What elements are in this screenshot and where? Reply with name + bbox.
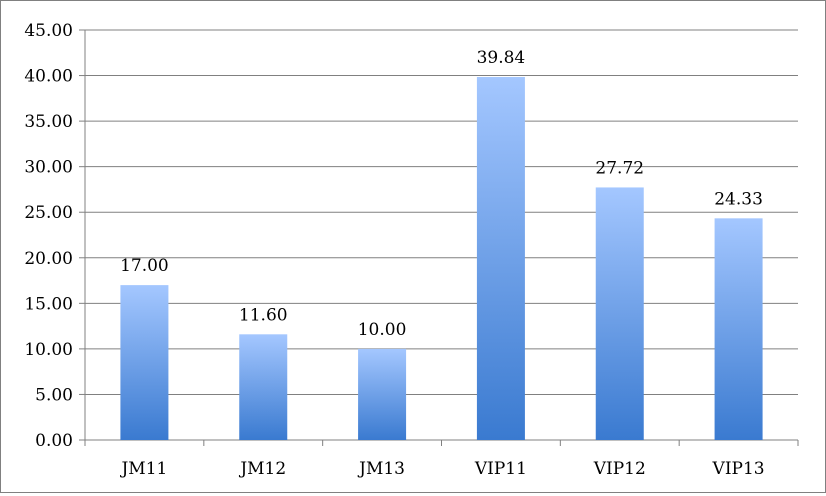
x-tick-label-vip13: VIP13 bbox=[712, 459, 765, 479]
y-tick-label: 20.00 bbox=[24, 249, 73, 269]
data-label-vip11: 39.84 bbox=[477, 48, 526, 68]
axes bbox=[79, 29, 799, 446]
y-tick-label: 5.00 bbox=[35, 385, 73, 405]
x-tick-label-jm13: JM13 bbox=[357, 459, 405, 479]
y-axis-tick-labels: 0.00 5.00 10.00 15.00 20.00 25.00 30.00 35.00 40… bbox=[24, 21, 73, 451]
y-tick-label: 35.00 bbox=[24, 112, 73, 132]
y-tick-label: 10.00 bbox=[24, 340, 73, 360]
bars bbox=[120, 77, 763, 440]
gridlines bbox=[85, 29, 798, 395]
x-tick-label-vip12: VIP12 bbox=[593, 459, 646, 479]
x-tick-label-jm12: JM12 bbox=[238, 459, 286, 479]
bar-jm13 bbox=[358, 348, 407, 440]
data-labels: 17.00 11.60 10.00 39.84 27.72 24.33 bbox=[120, 48, 763, 340]
data-label-jm11: 17.00 bbox=[120, 256, 169, 276]
data-label-jm13: 10.00 bbox=[358, 320, 407, 340]
y-tick-label: 40.00 bbox=[24, 67, 73, 87]
x-axis-tick-labels: JM11 JM12 JM13 VIP11 VIP12 VIP13 bbox=[119, 459, 764, 479]
y-tick-label: 0.00 bbox=[35, 431, 73, 451]
x-tick-label-jm11: JM11 bbox=[119, 459, 167, 479]
data-label-vip12: 27.72 bbox=[595, 158, 644, 178]
y-tick-label: 15.00 bbox=[24, 294, 73, 314]
data-label-vip13: 24.33 bbox=[714, 189, 763, 209]
x-tick-label-vip11: VIP11 bbox=[474, 459, 527, 479]
bar-jm12 bbox=[239, 334, 288, 440]
y-tick-label: 30.00 bbox=[24, 158, 73, 178]
bar-vip11 bbox=[476, 77, 525, 440]
bar-jm11 bbox=[120, 285, 169, 440]
bar-vip13 bbox=[714, 218, 763, 440]
data-label-jm12: 11.60 bbox=[239, 305, 288, 325]
y-tick-label: 45.00 bbox=[24, 21, 73, 41]
y-tick-label: 25.00 bbox=[24, 203, 73, 223]
bar-vip12 bbox=[595, 187, 644, 440]
